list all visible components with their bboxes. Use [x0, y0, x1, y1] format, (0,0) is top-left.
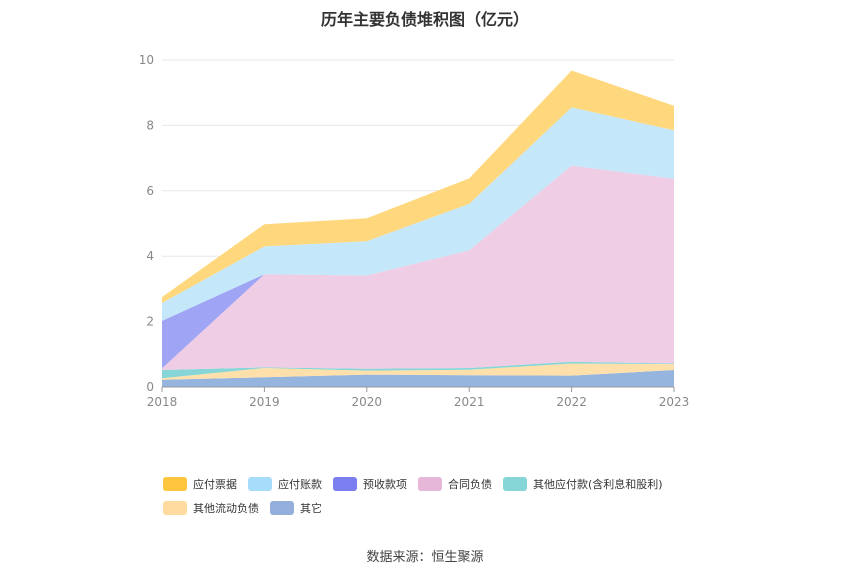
legend-label-contract-liabilities: 合同负债	[448, 478, 492, 491]
legend-label-advance-receipts: 预收款项	[363, 478, 407, 491]
legend-swatch-notes-payable	[163, 477, 187, 491]
area-series-2	[162, 361, 674, 379]
legend-item-notes-payable[interactable]: 应付票据	[163, 476, 237, 492]
chart-title: 历年主要负债堆积图（亿元）	[320, 10, 529, 29]
chart-legend: 应付票据 应付账款 预收款项 合同负债 其他应付款(含利息和股利) 其他流动负债…	[163, 472, 723, 520]
legend-item-contract-liabilities[interactable]: 合同负债	[418, 476, 492, 492]
legend-label-other-payables: 其他应付款(含利息和股利)	[533, 478, 663, 491]
legend-swatch-accounts-payable	[248, 477, 272, 491]
y-tick-label: 4	[146, 249, 154, 263]
area-series-0	[162, 370, 674, 387]
area-series-3	[162, 165, 674, 370]
y-tick-label: 8	[146, 118, 154, 132]
legend-label-notes-payable: 应付票据	[193, 478, 237, 491]
legend-row-2: 其他流动负债 其它	[163, 496, 723, 520]
legend-swatch-advance-receipts	[333, 477, 357, 491]
legend-swatch-contract-liabilities	[418, 477, 442, 491]
legend-label-other-current-liabilities: 其他流动负债	[193, 502, 259, 515]
area-series-5	[162, 107, 674, 321]
x-tick-label: 2019	[249, 395, 280, 409]
x-tick-label: 2018	[147, 395, 178, 409]
legend-item-others[interactable]: 其它	[270, 500, 322, 516]
x-tick-label: 2022	[556, 395, 587, 409]
legend-swatch-other-current-liabilities	[163, 501, 187, 515]
legend-item-advance-receipts[interactable]: 预收款项	[333, 476, 407, 492]
legend-item-other-current-liabilities[interactable]: 其他流动负债	[163, 500, 259, 516]
legend-swatch-other-payables	[503, 477, 527, 491]
x-tick-label: 2020	[352, 395, 383, 409]
area-series-1	[162, 363, 674, 380]
y-tick-label: 6	[146, 184, 154, 198]
x-tick-label: 2021	[454, 395, 485, 409]
legend-label-accounts-payable: 应付账款	[278, 478, 322, 491]
legend-item-other-payables[interactable]: 其他应付款(含利息和股利)	[503, 476, 663, 492]
legend-item-accounts-payable[interactable]: 应付账款	[248, 476, 322, 492]
data-source: 数据来源：恒生聚源	[366, 550, 484, 565]
x-tick-label: 2023	[659, 395, 690, 409]
area-series-6	[162, 70, 674, 303]
y-tick-label: 0	[146, 380, 154, 394]
y-tick-label: 10	[139, 53, 154, 67]
y-tick-label: 2	[146, 315, 154, 329]
legend-swatch-others	[270, 501, 294, 515]
legend-row-1: 应付票据 应付账款 预收款项 合同负债 其他应付款(含利息和股利)	[163, 472, 723, 496]
legend-label-others: 其它	[300, 502, 322, 515]
